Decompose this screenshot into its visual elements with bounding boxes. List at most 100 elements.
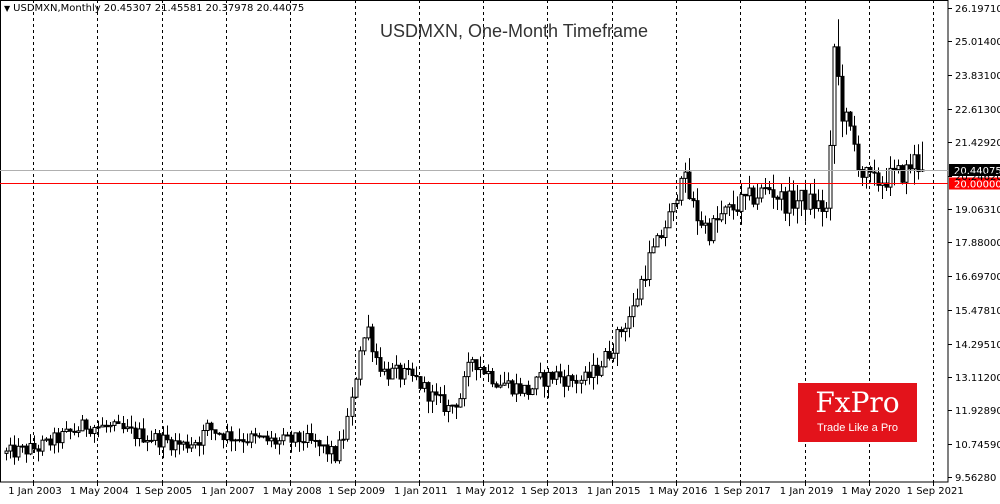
candle-body	[755, 197, 760, 205]
candle-body	[289, 434, 294, 443]
x-tick-label: 1 Sep 2021	[907, 486, 964, 497]
x-tick-label: 1 Sep 2005	[135, 486, 192, 497]
candle-body	[32, 442, 37, 450]
candle-body	[410, 368, 415, 376]
candle-body	[337, 439, 342, 462]
candle-body	[185, 441, 190, 449]
candle-body	[390, 367, 395, 380]
candle-body	[655, 235, 660, 248]
collapse-triangle-icon[interactable]: ▼	[4, 4, 11, 13]
candle-body	[526, 384, 531, 396]
candle-body	[751, 187, 756, 205]
candle-body	[679, 177, 684, 201]
candle-body	[406, 367, 411, 370]
candle-body	[574, 379, 579, 384]
candle-body	[370, 326, 375, 353]
candle-body	[325, 444, 330, 455]
candle-body	[534, 376, 539, 390]
candle-body	[169, 439, 174, 451]
candle-body	[824, 207, 829, 212]
candle-body	[133, 427, 138, 440]
y-tick-label: 25.01400	[955, 37, 1000, 48]
candle-body	[591, 364, 596, 379]
candle-body	[639, 278, 644, 300]
candle-body	[791, 190, 796, 209]
y-tick-label: 22.61300	[955, 105, 1000, 116]
candle-body	[896, 165, 901, 171]
candle-body	[747, 187, 752, 197]
candle-body	[607, 350, 612, 359]
candle-body	[474, 359, 479, 371]
candle-body	[4, 450, 9, 454]
y-tick-label: 9.56280	[955, 473, 996, 484]
candle-body	[100, 424, 105, 428]
candle-body	[317, 440, 322, 447]
candle-body	[96, 426, 101, 429]
y-tick-label: 16.69700	[955, 272, 1000, 283]
y-tick-label: 10.74590	[955, 440, 1000, 451]
candle-body	[739, 193, 744, 212]
candle-body	[68, 428, 73, 432]
y-tick-label: 21.42920	[955, 138, 1000, 149]
plot-frame	[0, 0, 949, 483]
candle-body	[205, 422, 210, 432]
candle-body	[446, 405, 451, 412]
candle-body	[562, 376, 567, 387]
candle-body	[908, 164, 913, 170]
candle-body	[727, 204, 732, 208]
candle-body	[888, 167, 893, 188]
candle-body	[329, 446, 334, 455]
candle-body	[177, 440, 182, 445]
candle-body	[779, 191, 784, 200]
candle-body	[60, 430, 65, 444]
candle-body	[892, 167, 897, 171]
candle-body	[225, 431, 230, 441]
candle-body	[864, 167, 869, 178]
candle-body	[92, 426, 97, 435]
candle-body	[836, 46, 841, 77]
candle-body	[137, 428, 142, 440]
candle-body	[912, 154, 917, 170]
candle-body	[173, 440, 178, 451]
candle-body	[382, 368, 387, 372]
current-price-tag	[949, 164, 1000, 176]
candle-body	[181, 441, 186, 445]
candle-body	[763, 187, 768, 190]
candle-body	[554, 371, 559, 380]
candle-body	[44, 438, 49, 441]
candle-body	[550, 371, 555, 380]
candle-body	[735, 209, 740, 212]
x-tick-label: 1 Jan 2003	[8, 486, 62, 497]
candle-body	[675, 199, 680, 205]
candle-body	[587, 371, 592, 379]
candle-body	[84, 419, 89, 430]
candle-body	[623, 327, 628, 333]
x-tick-label: 1 May 2012	[456, 486, 515, 497]
candle-body	[245, 441, 250, 444]
candle-body	[603, 350, 608, 368]
candle-body	[197, 442, 202, 446]
candle-body	[711, 218, 716, 242]
candle-body	[916, 154, 921, 173]
candle-body	[478, 366, 483, 371]
candle-body	[414, 374, 419, 378]
fxpro-tagline: Trade Like a Pro	[817, 422, 898, 434]
candle-body	[482, 366, 487, 375]
candle-body	[799, 189, 804, 202]
y-tick-label: 26.19710	[955, 4, 1000, 15]
candle-body	[233, 439, 238, 442]
candle-body	[486, 370, 491, 375]
candle-body	[619, 329, 624, 333]
candle-body	[808, 193, 813, 210]
candle-body	[667, 211, 672, 229]
candle-body	[691, 198, 696, 202]
candle-body	[627, 316, 632, 329]
candle-body	[771, 189, 776, 198]
y-tick-label: 14.29510	[955, 340, 1000, 351]
x-tick-label: 1 May 2016	[649, 486, 708, 497]
candle-body	[129, 426, 134, 429]
candle-body	[277, 440, 282, 445]
current-price-label: 20.44075	[954, 166, 1000, 177]
